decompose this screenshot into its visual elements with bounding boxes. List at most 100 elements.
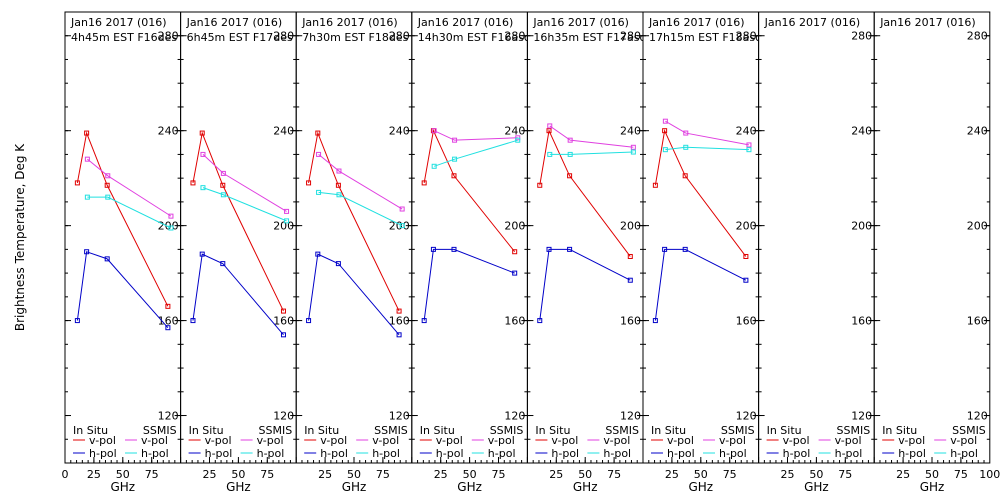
x-tick-label: 75 bbox=[607, 468, 621, 481]
series-line-insitu_h bbox=[654, 248, 747, 321]
x-tick-label: 75 bbox=[492, 468, 506, 481]
panel-time-title: 14h30m EST F16asc bbox=[418, 31, 530, 44]
panel-7: Jan16 2017 (016) 120 160 200 240 280 25 50 75 GHz… bbox=[758, 11, 875, 494]
data-point-ssmis_h bbox=[630, 149, 636, 155]
y-tick-label: 160 bbox=[851, 315, 872, 328]
panel-frame bbox=[295, 11, 413, 464]
y-tick-label: 240 bbox=[967, 125, 988, 138]
y-tick-label: 200 bbox=[389, 220, 410, 233]
y-tick-label: 280 bbox=[620, 30, 641, 43]
legend-ssmis-v-label: v-pol bbox=[950, 434, 977, 447]
series-line-ssmis_v bbox=[318, 154, 403, 210]
panel-2: Jan16 2017 (016) 6h45m EST F17des 120 160 20… bbox=[180, 11, 297, 494]
data-point-insitu_v bbox=[512, 249, 518, 255]
data-point-ssmis_v bbox=[168, 213, 174, 219]
series-line-ssmis_v bbox=[549, 125, 634, 148]
x-tick-label: 75 bbox=[954, 468, 968, 481]
series-line-ssmis_h bbox=[549, 151, 634, 155]
panel-date-title: Jan16 2017 (016) bbox=[764, 16, 861, 29]
panel-time-title: 17h15m EST F18asc bbox=[649, 31, 761, 44]
legend-insitu-h-label: h-pol bbox=[783, 447, 811, 460]
x-axis-label: GHz bbox=[804, 480, 829, 494]
data-point-insitu_v bbox=[84, 130, 90, 136]
panel-6: Jan16 2017 (016) 17h15m EST F18asc 120 160 2… bbox=[642, 11, 761, 494]
x-tick-label: 50 bbox=[694, 468, 708, 481]
series-line-insitu_h bbox=[423, 248, 515, 321]
x-axis-label: GHz bbox=[342, 480, 367, 494]
data-point-insitu_h bbox=[627, 277, 633, 283]
legend-insitu-h-label: h-pol bbox=[551, 447, 579, 460]
legend-insitu-v-label: v-pol bbox=[436, 434, 463, 447]
panel-time-title: 7h30m EST F18des bbox=[302, 31, 408, 44]
x-tick-label: 25 bbox=[549, 468, 563, 481]
y-tick-label: 120 bbox=[504, 410, 525, 423]
legend-insitu-v-label: v-pol bbox=[898, 434, 925, 447]
data-point-ssmis_h bbox=[683, 144, 689, 150]
x-tick-label: 75 bbox=[723, 468, 737, 481]
data-point-insitu_v bbox=[165, 303, 171, 309]
series-line-insitu_h bbox=[76, 251, 169, 329]
y-tick-label: 200 bbox=[273, 220, 294, 233]
y-tick-label: 120 bbox=[967, 410, 988, 423]
legend-insitu-header: In Situ bbox=[420, 424, 455, 437]
data-point-insitu_h bbox=[74, 318, 80, 324]
x-tick-label: 75 bbox=[260, 468, 274, 481]
panel-date-title: Jan16 2017 (016) bbox=[70, 16, 167, 29]
data-point-insitu_h bbox=[104, 256, 110, 262]
panel-time-title-group: 4h45m EST F16des bbox=[71, 31, 177, 42]
x-axis-label: GHz bbox=[457, 480, 482, 494]
panel-3: Jan16 2017 (016) 7h30m EST F18des 120 160 20… bbox=[295, 11, 413, 494]
data-point-insitu_h bbox=[165, 325, 171, 331]
data-point-ssmis_v bbox=[316, 151, 322, 157]
y-tick-label: 240 bbox=[389, 125, 410, 138]
data-point-insitu_h bbox=[199, 251, 205, 257]
data-point-insitu_h bbox=[451, 246, 457, 252]
panel-4: Jan16 2017 (016) 14h30m EST F16asc 120 160 2… bbox=[411, 11, 530, 494]
legend-insitu-v-label: v-pol bbox=[551, 434, 578, 447]
y-tick-label: 240 bbox=[504, 125, 525, 138]
panel-time-title: 6h45m EST F17des bbox=[187, 31, 293, 44]
y-axis-label: Brightness Temperature, Deg K bbox=[13, 143, 27, 331]
data-point-ssmis_h bbox=[547, 151, 553, 157]
panel-time-title-group: 7h30m EST F18des bbox=[302, 31, 408, 44]
legend-insitu-header: In Situ bbox=[189, 424, 224, 437]
data-point-ssmis_h bbox=[662, 147, 668, 153]
x-tick-label: 50 bbox=[347, 468, 361, 481]
y-tick-label: 280 bbox=[158, 30, 179, 43]
data-point-insitu_v bbox=[743, 253, 749, 259]
data-point-insitu_h bbox=[306, 318, 312, 324]
data-point-ssmis_h bbox=[284, 218, 290, 224]
data-point-insitu_v bbox=[74, 180, 80, 186]
legend-insitu-h-label: h-pol bbox=[320, 447, 348, 460]
data-point-insitu_h bbox=[652, 318, 658, 324]
series-line-insitu_v bbox=[76, 131, 169, 307]
data-point-insitu_v bbox=[315, 130, 321, 136]
series-line-ssmis_v bbox=[202, 154, 287, 212]
data-point-ssmis_h bbox=[200, 185, 206, 191]
legend-ssmis-header: SSMIS bbox=[259, 424, 293, 437]
data-point-insitu_v bbox=[537, 182, 543, 188]
data-point-insitu_v bbox=[627, 253, 633, 259]
data-point-insitu_h bbox=[84, 249, 90, 255]
panel-time-title-group: 17h15m EST F18asc bbox=[649, 31, 761, 44]
data-point-insitu_h bbox=[662, 246, 668, 252]
panel-date-title: Jan16 2017 (016) bbox=[417, 16, 514, 29]
panel-frame bbox=[873, 11, 991, 464]
data-point-ssmis_v bbox=[431, 128, 437, 134]
data-point-insitu_h bbox=[567, 246, 573, 252]
series-line-ssmis_h bbox=[202, 187, 287, 222]
data-point-insitu_v bbox=[199, 130, 205, 136]
data-point-insitu_h bbox=[396, 332, 402, 338]
data-point-ssmis_h bbox=[399, 223, 405, 229]
data-point-ssmis_v bbox=[746, 142, 752, 148]
data-point-insitu_v bbox=[546, 128, 552, 134]
x-tick-label: 25 bbox=[318, 468, 332, 481]
data-point-ssmis_v bbox=[683, 130, 689, 136]
legend-ssmis-h-label: h-pol bbox=[719, 447, 747, 460]
data-point-ssmis_h bbox=[336, 192, 342, 198]
y-tick-label: 120 bbox=[851, 410, 872, 423]
legend-ssmis-v-label: v-pol bbox=[719, 434, 746, 447]
legend-ssmis-v-label: v-pol bbox=[372, 434, 399, 447]
data-point-insitu_v bbox=[280, 308, 286, 314]
series-line-ssmis_h bbox=[434, 139, 518, 167]
